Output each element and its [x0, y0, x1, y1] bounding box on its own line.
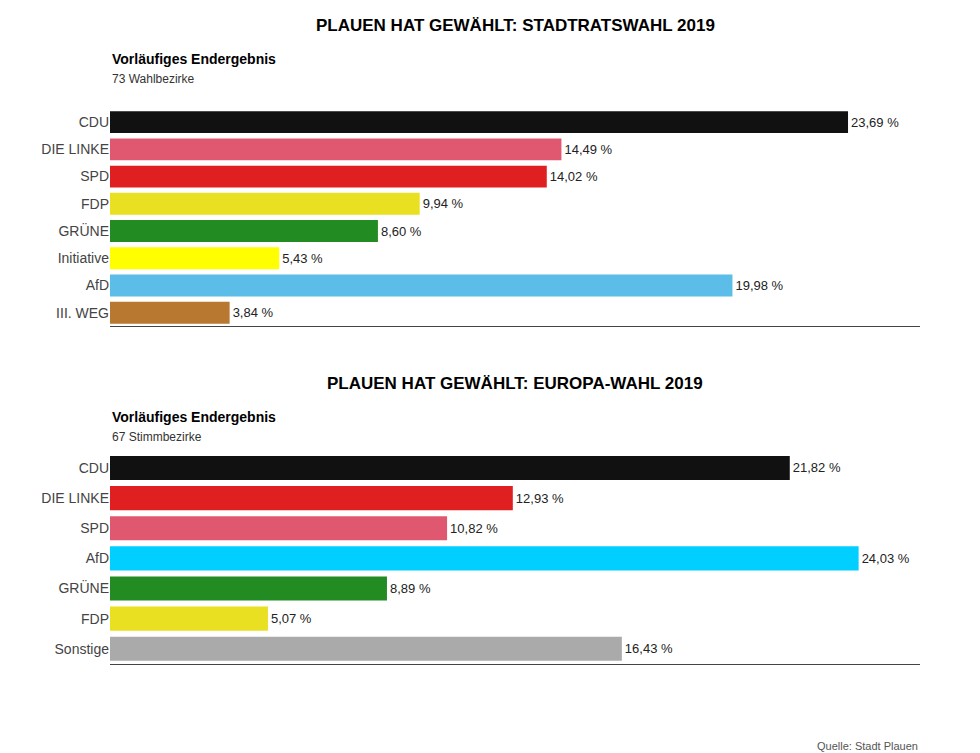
svg-text:SPD: SPD	[80, 168, 109, 184]
svg-text:24,03 %: 24,03 %	[862, 551, 910, 566]
svg-text:23,69 %: 23,69 %	[851, 115, 899, 130]
svg-text:SPD: SPD	[80, 520, 109, 536]
svg-text:AfD: AfD	[86, 277, 109, 293]
svg-text:PLAUEN HAT GEWÄHLT: EUROPA-WAH: PLAUEN HAT GEWÄHLT: EUROPA-WAHL 2019	[327, 374, 703, 393]
svg-text:3,84 %: 3,84 %	[233, 305, 274, 320]
svg-text:5,43 %: 5,43 %	[282, 251, 323, 266]
svg-text:8,89 %: 8,89 %	[390, 581, 431, 596]
svg-text:8,60 %: 8,60 %	[381, 224, 422, 239]
svg-text:AfD: AfD	[86, 550, 109, 566]
svg-text:Vorläufiges Endergebnis: Vorläufiges Endergebnis	[112, 409, 276, 425]
svg-text:GRÜNE: GRÜNE	[58, 579, 109, 596]
svg-text:Vorläufiges Endergebnis: Vorläufiges Endergebnis	[112, 51, 276, 67]
svg-text:9,94 %: 9,94 %	[423, 196, 464, 211]
svg-text:14,02 %: 14,02 %	[550, 169, 598, 184]
svg-text:Quelle: Stadt Plauen: Quelle: Stadt Plauen	[817, 740, 918, 752]
svg-text:DIE LINKE: DIE LINKE	[41, 141, 109, 157]
svg-text:CDU: CDU	[79, 114, 109, 130]
svg-text:FDP: FDP	[81, 611, 109, 627]
svg-text:III. WEG: III. WEG	[56, 305, 109, 321]
svg-text:14,49 %: 14,49 %	[564, 142, 612, 157]
svg-text:Sonstige: Sonstige	[55, 641, 110, 657]
svg-text:19,98 %: 19,98 %	[735, 278, 783, 293]
svg-text:5,07 %: 5,07 %	[271, 611, 312, 626]
svg-text:67 Stimmbezirke: 67 Stimmbezirke	[112, 430, 202, 444]
svg-text:12,93 %: 12,93 %	[516, 491, 564, 506]
svg-text:PLAUEN HAT GEWÄHLT: STADTRATSW: PLAUEN HAT GEWÄHLT: STADTRATSWAHL 2019	[316, 16, 715, 35]
svg-text:DIE LINKE: DIE LINKE	[41, 490, 109, 506]
svg-text:GRÜNE: GRÜNE	[58, 222, 109, 239]
svg-text:Initiative: Initiative	[58, 250, 110, 266]
svg-text:21,82 %: 21,82 %	[793, 460, 841, 475]
svg-text:CDU: CDU	[79, 460, 109, 476]
svg-text:10,82 %: 10,82 %	[450, 521, 498, 536]
svg-text:16,43 %: 16,43 %	[625, 641, 673, 656]
svg-text:73 Wahlbezirke: 73 Wahlbezirke	[112, 72, 195, 86]
svg-text:FDP: FDP	[81, 196, 109, 212]
